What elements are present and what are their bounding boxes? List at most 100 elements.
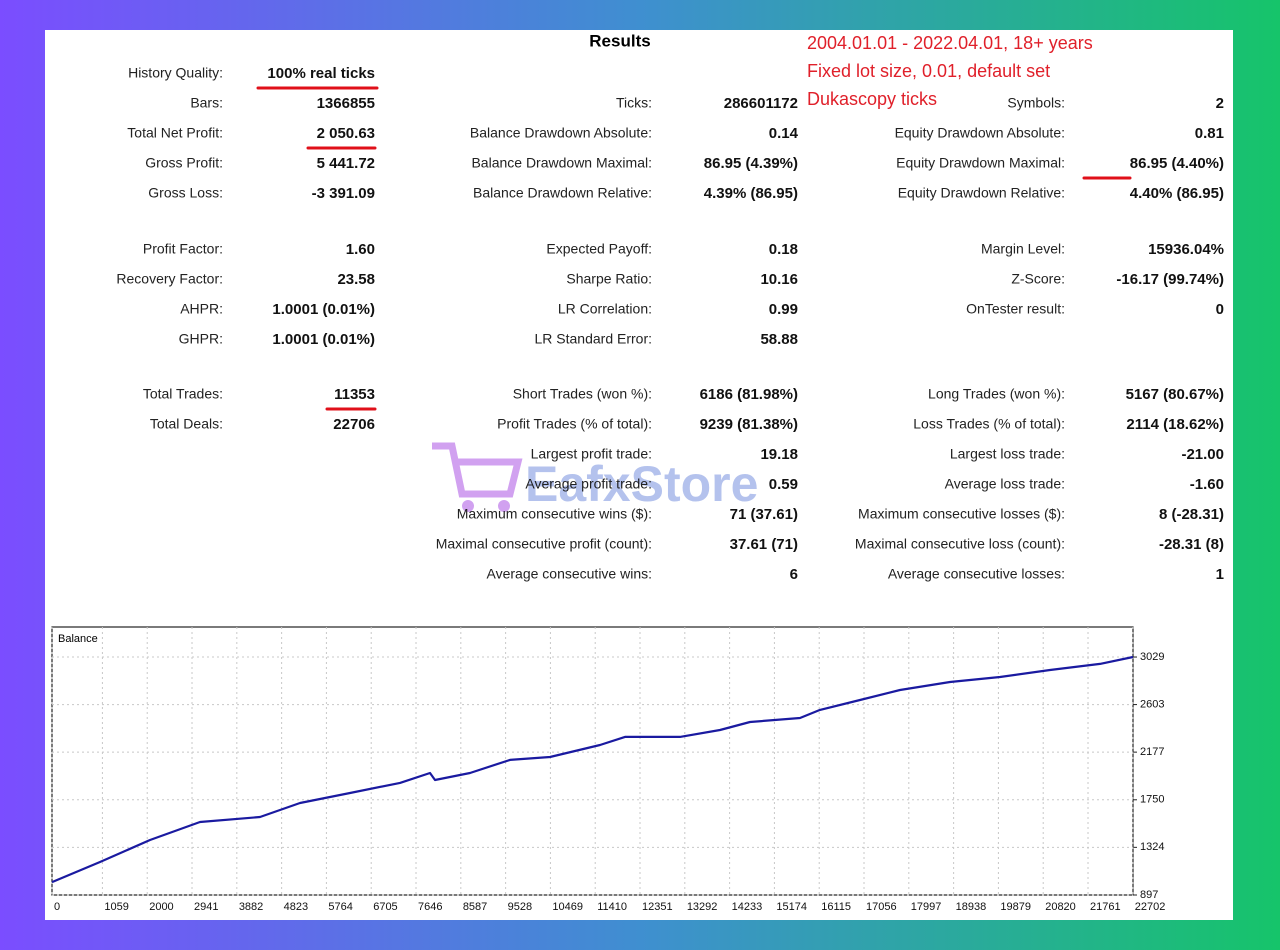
field-value: -28.31 (8) [1159,536,1224,553]
field-label: Profit Trades (% of total): [497,416,652,432]
field-value: 0.18 [769,241,798,258]
x-tick-label: 4823 [284,901,308,913]
y-tick-label: 1324 [1140,841,1164,853]
field-value: 100% real ticks [267,65,375,82]
y-tick-label: 2603 [1140,698,1164,710]
field-label: Total Trades: [143,386,223,402]
field-label: Short Trades (won %): [513,386,652,402]
field-value: 1366855 [317,95,375,112]
y-tick-label: 3029 [1140,651,1164,663]
field-value: 71 (37.61) [730,506,798,523]
x-tick-label: 0 [54,901,60,913]
x-tick-label: 9528 [508,901,532,913]
field-label: Gross Profit: [145,155,223,171]
field-label: Balance Drawdown Relative: [473,185,652,201]
field-value: 0 [1216,301,1224,318]
y-tick-label: 1750 [1140,794,1164,806]
field-value: 1.0001 (0.01%) [272,301,375,318]
field-value: 4.39% (86.95) [704,185,798,202]
x-tick-label: 20820 [1045,901,1076,913]
x-tick-label: 1059 [104,901,128,913]
field-label: Equity Drawdown Maximal: [896,155,1065,171]
x-tick-label: 6705 [373,901,397,913]
field-label: Average profit trade: [525,476,652,492]
annotation: Dukascopy ticks [807,89,937,109]
field-value: 23.58 [337,271,375,288]
field-label: Expected Payoff: [546,241,652,257]
field-label: Largest loss trade: [950,446,1065,462]
field-label: Total Net Profit: [127,125,223,141]
field-value: 5 441.72 [317,155,375,172]
field-value: 11353 [334,386,375,403]
annotation: 2004.01.01 - 2022.04.01, 18+ years [807,33,1093,53]
field-label: Bars: [190,95,223,111]
field-label: Maximum consecutive wins ($): [457,506,652,522]
field-label: Average consecutive losses: [888,566,1065,582]
field-value: 1 [1216,566,1224,583]
field-value: 0.14 [769,125,799,142]
field-label: Balance Drawdown Absolute: [470,125,652,141]
field-label: Recovery Factor: [116,271,223,287]
field-label: Balance Drawdown Maximal: [471,155,652,171]
field-label: Maximal consecutive profit (count): [436,536,652,552]
field-label: LR Standard Error: [535,331,653,347]
x-tick-label: 22702 [1135,901,1166,913]
x-tick-label: 21761 [1090,901,1121,913]
field-label: Largest profit trade: [531,446,652,462]
field-label: Total Deals: [150,416,223,432]
watermark-text: EafxStore [525,456,758,512]
x-tick-label: 5764 [328,901,352,913]
field-value: 86.95 (4.39%) [704,155,798,172]
x-tick-label: 19879 [1000,901,1031,913]
field-value: 86.95 (4.40%) [1130,155,1224,172]
field-label: Symbols: [1007,95,1065,111]
x-tick-label: 12351 [642,901,673,913]
field-value: -1.60 [1190,476,1224,493]
field-label: Maximum consecutive losses ($): [858,506,1065,522]
field-value: 58.88 [760,331,798,348]
field-label: Loss Trades (% of total): [913,416,1065,432]
field-value: 2 050.63 [317,125,375,142]
field-value: 9239 (81.38%) [700,416,798,433]
field-value: 37.61 (71) [730,536,798,553]
field-value: 0.99 [769,301,798,318]
x-tick-label: 13292 [687,901,718,913]
field-label: Average loss trade: [945,476,1065,492]
field-label: Z-Score: [1011,271,1065,287]
underlines [256,86,1132,411]
field-label: GHPR: [179,331,223,347]
annotation: Fixed lot size, 0.01, default set [807,61,1050,81]
cart-wheel [462,500,474,512]
x-tick-label: 18938 [956,901,987,913]
field-label: Equity Drawdown Relative: [898,185,1065,201]
x-tick-label: 14233 [732,901,763,913]
field-label: Sharpe Ratio: [566,271,652,287]
x-tick-label: 17056 [866,901,897,913]
field-label: Ticks: [616,95,652,111]
field-label: AHPR: [180,301,223,317]
x-tick-label: 15174 [776,901,807,913]
field-value: 286601172 [724,95,798,112]
x-tick-label: 2000 [149,901,173,913]
balance-line [51,655,1134,884]
field-label: Margin Level: [981,241,1065,257]
x-tick-label: 17997 [911,901,942,913]
x-tick-label: 3882 [239,901,263,913]
chart-title: Balance [58,633,98,645]
x-tick-label: 10469 [552,901,583,913]
field-value: 22706 [333,416,375,433]
field-value: 10.16 [760,271,798,288]
field-value: -16.17 (99.74%) [1116,271,1224,288]
field-label: OnTester result: [966,301,1065,317]
field-value: 8 (-28.31) [1159,506,1224,523]
x-tick-label: 11410 [597,901,627,913]
x-tick-label: 8587 [463,901,487,913]
field-value: 0.81 [1195,125,1224,142]
y-tick-label: 897 [1140,889,1158,901]
report-title: Results [589,31,650,50]
field-label: Gross Loss: [148,185,223,201]
field-value: 15936.04% [1148,241,1224,258]
field-label: Maximal consecutive loss (count): [855,536,1065,552]
y-tick-label: 2177 [1140,746,1164,758]
